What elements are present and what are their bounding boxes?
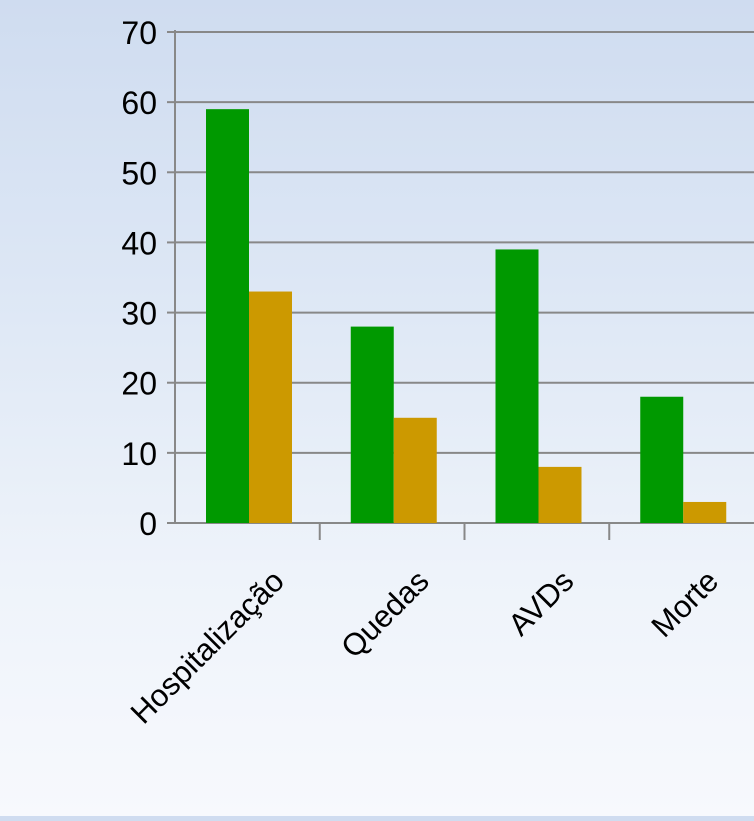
y-tick-label: 50 <box>121 155 157 191</box>
bars <box>206 109 727 524</box>
y-tick-label: 70 <box>121 15 157 51</box>
y-tick-label: 20 <box>121 366 157 402</box>
y-tick-label: 30 <box>121 296 157 332</box>
y-tick-labels: 0 10 20 30 40 50 60 70 <box>121 15 157 542</box>
bar-series-2 <box>249 291 292 523</box>
x-tick-label: AVDs <box>501 563 580 642</box>
x-tick-label: Morte <box>644 563 725 644</box>
bar-series-1 <box>206 109 249 524</box>
bar-series-1 <box>495 249 539 523</box>
y-tick-label: 10 <box>121 436 157 472</box>
y-tick-label: 0 <box>139 506 157 542</box>
bar-series-1 <box>640 396 684 523</box>
x-tick-label: Hospitalização <box>124 563 291 730</box>
bar-series-2 <box>538 466 582 523</box>
x-tick-labels: Hospitalização Quedas AVDs Morte <box>124 563 726 730</box>
bar-series-1 <box>350 326 394 523</box>
bar-series-2 <box>393 417 437 523</box>
y-tick-label: 40 <box>121 225 157 261</box>
y-tick-label: 60 <box>121 85 157 121</box>
x-tick-label: Quedas <box>334 563 436 665</box>
bar-series-2 <box>683 501 727 523</box>
